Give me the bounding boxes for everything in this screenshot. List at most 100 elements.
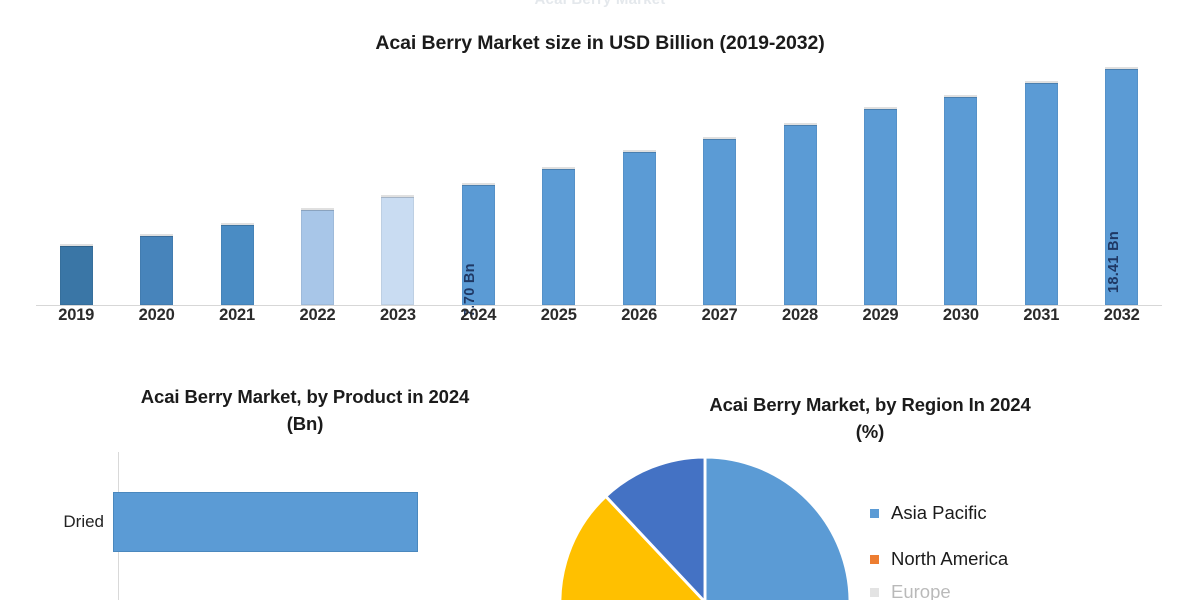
x-tick-label: 2024 bbox=[460, 306, 497, 324]
region-chart-title-line2: (%) bbox=[855, 420, 885, 442]
x-tick-2024: 2024 bbox=[438, 306, 518, 334]
column-bar-slot: 18.41 Bn bbox=[1081, 59, 1161, 305]
pie-svg bbox=[558, 455, 852, 600]
column-bar-cap bbox=[944, 95, 978, 98]
column-bar-2029[interactable] bbox=[863, 107, 897, 305]
column-chart-baseline bbox=[36, 305, 1162, 306]
x-tick-label: 2031 bbox=[1023, 306, 1060, 324]
x-tick-2030: 2030 bbox=[921, 306, 1001, 334]
column-bar-2032[interactable]: 18.41 Bn bbox=[1105, 67, 1139, 305]
x-tick-2022: 2022 bbox=[277, 306, 357, 334]
column-bar-slot bbox=[358, 59, 438, 305]
product-category-label: Dried bbox=[63, 512, 104, 531]
column-bar-2025[interactable] bbox=[542, 167, 576, 305]
legend-label: Europe bbox=[891, 582, 951, 600]
x-tick-label: 2032 bbox=[1103, 306, 1140, 324]
x-tick-2021: 2021 bbox=[197, 306, 277, 334]
column-bar-slot bbox=[519, 59, 599, 305]
column-chart-x-axis: 2019 2020 2021 2022 2023 2024 2025 2026 2027 2028… bbox=[36, 306, 1162, 334]
column-bar-slot bbox=[36, 59, 116, 305]
column-bar-cap bbox=[220, 223, 254, 226]
x-tick-2029: 2029 bbox=[840, 306, 920, 334]
column-bar-slot bbox=[599, 59, 679, 305]
x-tick-label: 2025 bbox=[540, 306, 577, 324]
pie-slice-slice-3[interactable] bbox=[558, 494, 706, 600]
column-bar-slot bbox=[840, 59, 920, 305]
region-legend: Asia Pacific North America Europe bbox=[870, 490, 1170, 600]
x-tick-2020: 2020 bbox=[116, 306, 196, 334]
column-bar-2020[interactable] bbox=[140, 234, 174, 305]
column-bar-cap bbox=[703, 137, 737, 140]
x-tick-2025: 2025 bbox=[519, 306, 599, 334]
x-tick-2027: 2027 bbox=[679, 306, 759, 334]
column-bar-2030[interactable] bbox=[944, 95, 978, 305]
product-bar-chart: Dried bbox=[0, 452, 580, 600]
legend-label: Asia Pacific bbox=[891, 502, 987, 523]
product-bar-row: Dried bbox=[0, 492, 580, 552]
clipped-top-heading: Acai Berry Market bbox=[0, 0, 1200, 8]
column-bar-cap bbox=[542, 167, 576, 170]
product-bar-dried[interactable] bbox=[113, 492, 418, 552]
legend-swatch-icon bbox=[870, 554, 879, 564]
column-bar-2028[interactable] bbox=[783, 123, 817, 305]
column-bar-cap bbox=[783, 123, 817, 126]
x-tick-label: 2028 bbox=[782, 306, 818, 324]
column-bar-2031[interactable] bbox=[1024, 81, 1058, 305]
column-bar-cap bbox=[140, 234, 174, 237]
pie-graphic bbox=[558, 455, 852, 600]
x-tick-label: 2030 bbox=[942, 306, 979, 324]
legend-item-europe[interactable]: Europe bbox=[870, 582, 1170, 600]
column-bar-cap bbox=[381, 195, 415, 198]
x-tick-label: 2020 bbox=[138, 306, 175, 324]
pie-slice-asia-pacific[interactable] bbox=[703, 455, 852, 600]
column-bar-cap bbox=[1105, 67, 1139, 70]
region-chart-title-line1: Acai Berry Market, by Region In 2024 bbox=[709, 394, 1031, 415]
column-bar-slot bbox=[116, 59, 196, 305]
product-bar-track bbox=[112, 492, 580, 552]
legend-swatch-icon bbox=[870, 587, 879, 597]
x-tick-2028: 2028 bbox=[760, 306, 840, 334]
legend-label: North America bbox=[891, 548, 1009, 569]
x-tick-label: 2021 bbox=[219, 306, 255, 324]
column-bar-2027[interactable] bbox=[703, 137, 737, 305]
column-bar-cap bbox=[622, 150, 656, 153]
legend-item-asia-pacific[interactable]: Asia Pacific bbox=[870, 490, 1170, 536]
column-bar-cap bbox=[1024, 81, 1058, 84]
column-bar-cap bbox=[461, 183, 495, 186]
column-bar-2021[interactable] bbox=[220, 223, 254, 305]
column-bar-slot bbox=[679, 59, 759, 305]
x-tick-label: 2022 bbox=[299, 306, 336, 324]
column-chart-title: Acai Berry Market size in USD Billion (2… bbox=[375, 32, 825, 54]
column-bar-slot bbox=[1001, 59, 1081, 305]
column-bar-slot bbox=[197, 59, 277, 305]
column-chart-bars: 7.70 Bn 18.41 Bn bbox=[36, 59, 1162, 317]
column-bar-2024[interactable]: 7.70 Bn bbox=[461, 183, 495, 317]
x-tick-2031: 2031 bbox=[1001, 306, 1081, 334]
region-pie-chart: Asia Pacific North America Europe bbox=[558, 450, 1200, 600]
column-bar-2022[interactable] bbox=[300, 208, 334, 305]
column-bar-value-label-2032: 18.41 Bn bbox=[1105, 230, 1122, 294]
x-tick-2032: 2032 bbox=[1081, 306, 1161, 334]
product-chart-title-line2: (Bn) bbox=[286, 412, 324, 434]
column-bar-2026[interactable] bbox=[622, 150, 656, 305]
column-bar-2023[interactable] bbox=[381, 195, 415, 305]
column-bar-2019[interactable] bbox=[59, 244, 93, 305]
legend-swatch-icon bbox=[870, 508, 879, 518]
column-bar-slot bbox=[760, 59, 840, 305]
column-bar-slot bbox=[277, 59, 357, 305]
column-bar-slot bbox=[921, 59, 1001, 305]
x-tick-label: 2019 bbox=[58, 306, 95, 324]
x-tick-label: 2026 bbox=[621, 306, 658, 324]
x-tick-label: 2029 bbox=[862, 306, 899, 324]
legend-item-north-america[interactable]: North America bbox=[870, 536, 1170, 582]
column-bar-cap bbox=[863, 107, 897, 110]
x-tick-label: 2027 bbox=[701, 306, 738, 324]
product-chart-title-line1: Acai Berry Market, by Product in 2024 bbox=[140, 386, 470, 407]
pie-slice-slice-4[interactable] bbox=[603, 455, 707, 600]
column-bar-slot: 7.70 Bn bbox=[438, 59, 518, 317]
column-bar-cap bbox=[300, 208, 334, 211]
region-chart-title: Acai Berry Market, by Region In 2024 (%) bbox=[590, 392, 1150, 446]
x-tick-2023: 2023 bbox=[358, 306, 438, 334]
product-chart-title: Acai Berry Market, by Product in 2024 (B… bbox=[20, 384, 590, 438]
column-chart: 7.70 Bn 18.41 Bn bbox=[0, 58, 1200, 317]
